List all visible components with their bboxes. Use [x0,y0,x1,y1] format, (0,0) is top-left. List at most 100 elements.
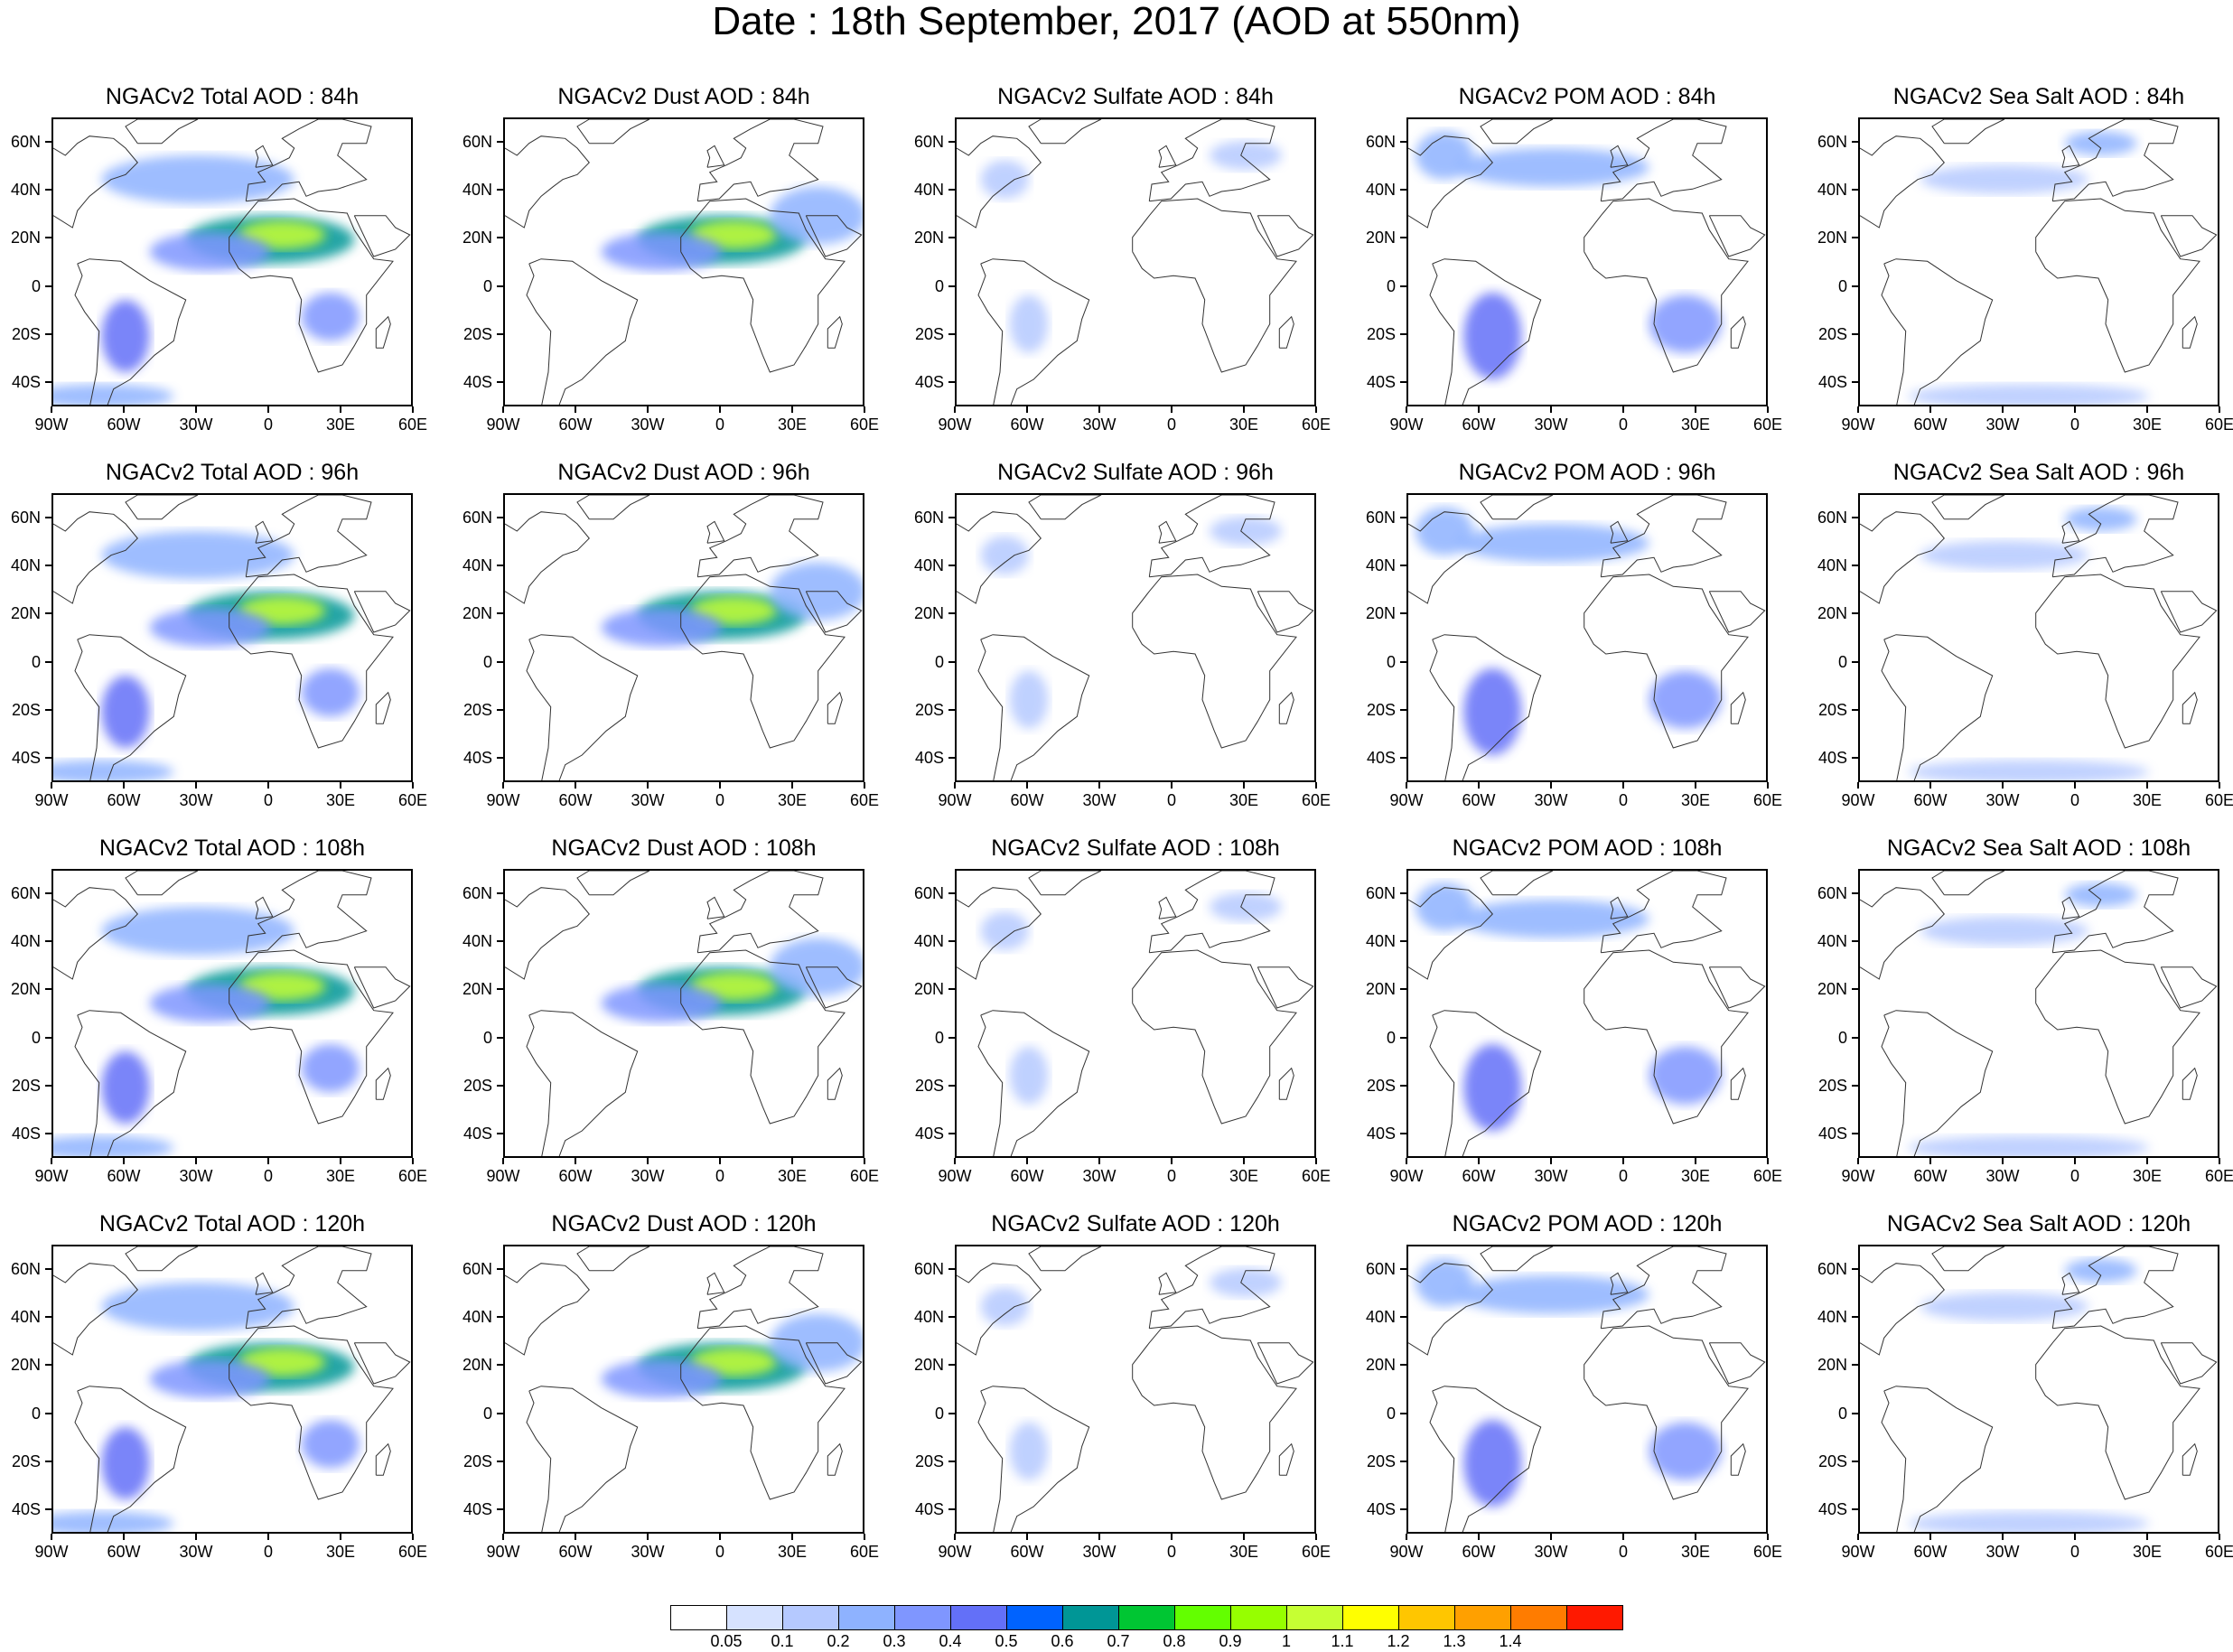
lat-tick-label: 40S [1366,373,1396,392]
aerosol-plume [1415,507,1473,555]
lon-tick-mark [647,1158,649,1164]
coastline [2051,1246,2179,1330]
lat-tick-label: 40S [1366,1125,1396,1143]
lat-tick-mark [948,565,955,566]
coastline [1860,887,1945,980]
coastline [2160,1342,2218,1385]
lat-tick-mark [1400,709,1406,711]
aerosol-plume [1009,294,1049,353]
coastline [1148,119,1275,202]
lon-tick-label: 0 [1618,1543,1628,1561]
lon-tick-label: 30W [1082,1543,1116,1561]
lat-tick-mark [45,1267,51,1270]
lon-tick-label: 60E [1301,415,1331,434]
coastline [1257,215,1314,257]
lon-tick-label: 30E [2132,791,2163,809]
lon-tick-label: 30E [777,1167,808,1185]
lon-tick-label: 90W [34,1167,69,1185]
lat-tick-label: 20N [913,980,944,999]
coastline [576,495,650,520]
lat-tick-label: 0 [482,1404,492,1423]
lat-tick-mark [948,1412,955,1414]
colorbar-label: 1.3 [1443,1632,1466,1650]
aerosol-plume [53,1135,174,1156]
coastline [2182,315,2198,349]
lon-tick-mark [1478,406,1480,413]
lat-tick-label: 40N [913,181,944,199]
lon-tick-label: 30W [1534,1167,1568,1185]
coastline [1257,591,1314,633]
lon-tick-label: 30E [1680,415,1711,434]
coastline [805,1342,863,1385]
lon-tick-label: 90W [1389,415,1424,434]
lat-tick-label: 20S [462,1077,492,1095]
aerosol-plume [149,608,270,647]
coastline [526,1386,639,1532]
lat-tick-mark [1852,1316,1858,1318]
lat-tick-mark [497,757,503,760]
lon-tick-label: 30E [1229,791,1259,809]
lon-tick-mark [1315,782,1317,789]
map-panel [503,117,864,406]
lat-tick-mark [948,1316,955,1318]
coastline [1132,198,1297,373]
coastline [1881,1386,1994,1532]
map-panel [1858,1245,2219,1534]
lon-tick-mark [1857,1534,1859,1540]
panel-title: NGACv2 Total AOD : 108h [98,835,366,861]
lat-tick-mark [1400,237,1406,239]
coastline [2035,198,2200,373]
lat-tick-label: 40N [1365,1308,1396,1326]
aerosol-plume [149,984,270,1022]
coastline [1028,119,1102,145]
lat-tick-label: 40S [914,1125,944,1143]
lon-tick-label: 90W [1389,1543,1424,1561]
map-canvas [53,119,411,405]
lat-tick-mark [1400,891,1406,894]
coastline [1429,634,1542,780]
lat-tick-mark [45,612,51,615]
coastline [375,1067,391,1100]
lat-tick-label: 40S [462,1125,492,1143]
lat-tick-mark [45,891,51,894]
map-canvas [53,871,411,1156]
lon-tick-label: 30W [1985,791,2020,809]
coastline [957,135,1042,229]
aerosol-plume [101,1283,294,1331]
lat-tick-mark [948,516,955,518]
colorbar-swatch [1342,1605,1399,1630]
lon-tick-mark [1929,782,1931,789]
lat-tick-mark [1400,285,1406,287]
coastline [2061,520,2080,544]
lon-tick-label: 0 [715,1167,724,1185]
coastline [1480,495,1554,520]
lat-tick-label: 20N [1365,980,1396,999]
lat-tick-label: 20N [1365,1356,1396,1375]
lon-tick-mark [2074,406,2076,413]
lon-tick-mark [2002,1534,2004,1540]
lat-tick-label: 0 [31,276,41,295]
coastline [505,887,590,980]
coastline [706,145,725,168]
coastline [1278,315,1294,349]
colorbar-label: 0.8 [1163,1632,1186,1650]
coastline [1480,1246,1554,1272]
lat-tick-mark [45,285,51,287]
aerosol-plume [53,1511,174,1532]
lon-tick-label: 30W [1082,791,1116,809]
map-panel [51,1245,413,1534]
lon-tick-mark [2002,406,2004,413]
coastline [1278,1067,1294,1100]
coastline [1132,949,1297,1125]
map-panel [955,117,1316,406]
map-canvas [1408,1246,1766,1532]
lon-tick-label: 0 [263,415,273,434]
lat-tick-label: 40S [462,373,492,392]
lon-tick-label: 0 [263,1543,273,1561]
map-canvas [1408,871,1766,1156]
lon-tick-label: 90W [34,791,69,809]
lon-tick-mark [123,406,125,413]
lat-tick-mark [497,1267,503,1270]
lat-tick-mark [497,381,503,384]
coastline [696,119,824,202]
